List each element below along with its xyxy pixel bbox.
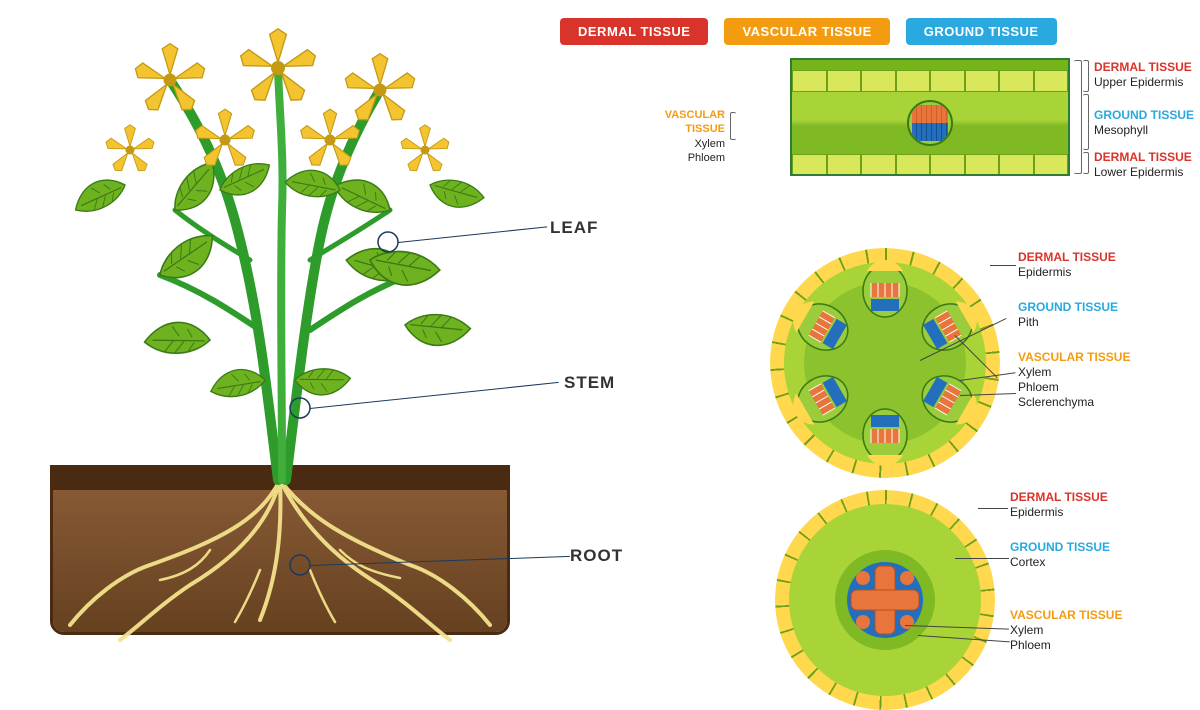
leaf-xs-r3: DERMAL TISSUE Lower Epidermis	[1094, 150, 1192, 180]
tissue-legend: DERMAL TISSUE VASCULAR TISSUE GROUND TIS…	[560, 18, 1057, 45]
stem-xs-r1-title: DERMAL TISSUE	[1018, 250, 1116, 265]
leaf-xs-left-bracket	[730, 112, 736, 140]
stem-xs-r3-sub3: Sclerenchyma	[1018, 395, 1130, 410]
stem-xs-r2-sub: Pith	[1018, 315, 1118, 330]
leaf-xs-r3-title: DERMAL TISSUE	[1094, 150, 1192, 165]
stem-xs-r1-sub: Epidermis	[1018, 265, 1116, 280]
leaf-xs-r2-title: GROUND TISSUE	[1094, 108, 1194, 123]
stem-line-1	[990, 265, 1016, 266]
badge-vascular: VASCULAR TISSUE	[724, 18, 889, 45]
root-xs-r2: GROUND TISSUE Cortex	[1010, 540, 1110, 570]
root-xs-r1-sub: Epidermis	[1010, 505, 1108, 520]
root-cross-section	[775, 490, 995, 710]
leaf-xs-r3-sub: Lower Epidermis	[1094, 165, 1192, 180]
root-xs-r3: VASCULAR TISSUE Xylem Phloem	[1010, 608, 1122, 653]
leaf-xs-r2-bracket	[1083, 94, 1089, 150]
root-xs-r3-sub1: Xylem	[1010, 623, 1122, 638]
plant-illustration	[10, 10, 550, 665]
stem-xs-r3-sub1: Xylem	[1018, 365, 1130, 380]
root-xs-r2-sub: Cortex	[1010, 555, 1110, 570]
badge-ground: GROUND TISSUE	[906, 18, 1057, 45]
leaf-cuticle	[792, 60, 1068, 70]
leaf-xs-left-label: VASCULAR TISSUE Xylem Phloem	[645, 108, 725, 165]
leaf-xs-r2: GROUND TISSUE Mesophyll	[1094, 108, 1194, 138]
label-leaf: LEAF	[550, 218, 598, 238]
root-xs-r1: DERMAL TISSUE Epidermis	[1010, 490, 1108, 520]
root-xs-r2-title: GROUND TISSUE	[1010, 540, 1110, 555]
label-stem: STEM	[564, 373, 615, 393]
leaf-upper-epidermis	[792, 70, 1068, 92]
badge-dermal: DERMAL TISSUE	[560, 18, 708, 45]
leaf-cross-section	[790, 58, 1070, 176]
root-xs-r3-title: VASCULAR TISSUE	[1010, 608, 1122, 623]
leaf-lower-epidermis	[792, 154, 1068, 176]
label-root: ROOT	[570, 546, 623, 566]
stem-cross-section	[770, 248, 1000, 478]
leaf-xs-r1-bracket	[1083, 60, 1089, 92]
stem-xs-r3: VASCULAR TISSUE Xylem Phloem Sclerenchym…	[1018, 350, 1130, 410]
leaf-mesophyll	[792, 92, 1068, 154]
leaf-xs-left-xylem: Xylem	[645, 137, 725, 151]
root-line-1	[978, 508, 1008, 509]
plant-svg	[10, 10, 550, 665]
root-xs-r1-title: DERMAL TISSUE	[1010, 490, 1108, 505]
root-xs-r3-sub2: Phloem	[1010, 638, 1122, 653]
stem-xs-r3-title: VASCULAR TISSUE	[1018, 350, 1130, 365]
stem-xs-r3-sub2: Phloem	[1018, 380, 1130, 395]
stem-xs-r2-title: GROUND TISSUE	[1018, 300, 1118, 315]
leaf-xs-r1-sub: Upper Epidermis	[1094, 75, 1192, 90]
leaf-xs-r1-title: DERMAL TISSUE	[1094, 60, 1192, 75]
leaf-xs-right-bracket	[1074, 60, 1082, 174]
leaf-xs-r1: DERMAL TISSUE Upper Epidermis	[1094, 60, 1192, 90]
leaf-xs-r3-bracket	[1083, 152, 1089, 174]
stem-xs-r1: DERMAL TISSUE Epidermis	[1018, 250, 1116, 280]
leaf-xs-left-title: VASCULAR TISSUE	[665, 109, 725, 135]
root-line-2	[955, 558, 1009, 559]
leaf-xs-r2-sub: Mesophyll	[1094, 123, 1194, 138]
stem-xs-r2: GROUND TISSUE Pith	[1018, 300, 1118, 330]
leaf-xs-left-phloem: Phloem	[645, 151, 725, 165]
